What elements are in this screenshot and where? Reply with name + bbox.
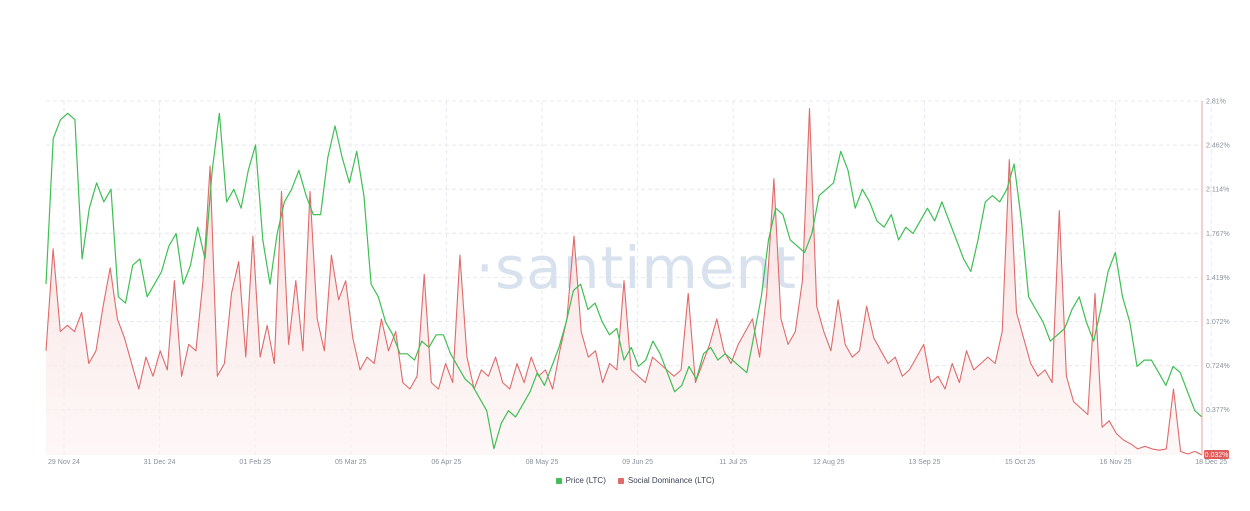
social-dominance-line (45, 108, 1203, 456)
social-dominance-series (45, 108, 1203, 456)
legend-label-social-dominance: Social Dominance (LTC) (627, 476, 715, 485)
x-tick-label: 08 May 25 (526, 459, 559, 466)
y-tick-label: 2.462% (1206, 143, 1230, 150)
legend-item-price[interactable]: Price (LTC) (555, 476, 606, 485)
legend-swatch-social-dominance (617, 477, 624, 484)
legend-swatch-price (555, 477, 562, 484)
x-tick-label: 11 Jul 25 (719, 459, 747, 466)
x-tick-label: 15 Oct 25 (1005, 459, 1035, 466)
price-series (45, 112, 1203, 450)
price-line (45, 112, 1203, 450)
chart-legend: Price (LTC) Social Dominance (LTC) (0, 476, 1250, 485)
x-tick-label: 16 Nov 25 (1100, 459, 1132, 466)
y-tick-label: 0.724% (1206, 363, 1230, 370)
current-value-badge-label: 0.032% (1205, 452, 1229, 459)
legend-label-price: Price (LTC) (565, 476, 606, 485)
current-value-badge: 0.032% (1204, 450, 1229, 459)
y-tick-label: 1.419% (1206, 275, 1230, 282)
x-tick-label: 31 Dec 24 (144, 459, 176, 466)
x-axis-ticks: 29 Nov 24 31 Dec 24 01 Feb 25 05 Mar 25 06 A… (48, 459, 1227, 466)
y-tick-label: 2.81% (1206, 99, 1226, 106)
x-tick-label: 12 Aug 25 (813, 459, 845, 466)
legend-item-social-dominance[interactable]: Social Dominance (LTC) (617, 476, 715, 485)
y-tick-label: 1.767% (1206, 231, 1230, 238)
x-tick-label: 29 Nov 24 (48, 459, 80, 466)
x-tick-label: 18 Dec 25 (1195, 459, 1227, 466)
y-axis-ticks: 2.81% 2.462% 2.114% 1.767% 1.419% 1.072% 0.724… (1206, 99, 1230, 415)
y-tick-label: 1.072% (1206, 319, 1230, 326)
y-tick-label: 0.377% (1206, 407, 1230, 414)
x-tick-label: 13 Sep 25 (908, 459, 940, 466)
x-tick-label: 06 Apr 25 (431, 459, 461, 466)
current-value-badge-bg (1204, 450, 1229, 459)
santiment-watermark: ·santiment· (476, 234, 817, 302)
x-tick-label: 05 Mar 25 (335, 459, 367, 466)
x-tick-label: 01 Feb 25 (239, 459, 271, 466)
y-tick-label: 2.114% (1206, 187, 1229, 194)
x-tick-label: 09 Jun 25 (622, 459, 653, 466)
